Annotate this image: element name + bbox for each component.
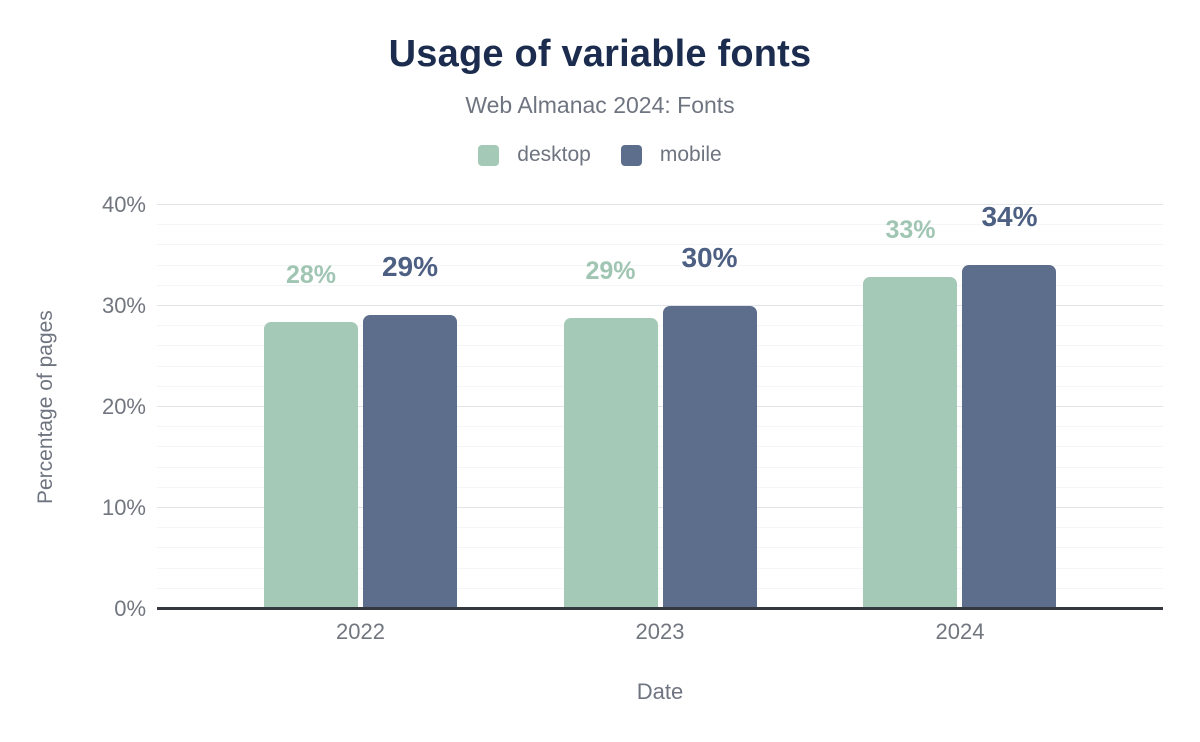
gridline-minor-8 [157, 527, 1163, 529]
y-tick-0%: 0% [114, 596, 146, 621]
y-tick-10%: 10% [101, 495, 146, 520]
legend-item-desktop: desktop [478, 143, 591, 167]
legend-label-mobile: mobile [659, 143, 722, 166]
bar-desktop-2024[interactable] [863, 276, 958, 609]
gridline-minor-32 [157, 284, 1163, 286]
legend-swatch-mobile-icon [620, 144, 642, 166]
gridline-minor-22 [157, 385, 1163, 387]
bar-mobile-2024[interactable] [962, 264, 1057, 609]
bar-mobile-2022[interactable] [363, 315, 457, 609]
bar-label-desktop-2022: 28% [285, 261, 337, 290]
legend-swatch-desktop-icon [478, 144, 500, 166]
gridline-major-40 [157, 204, 1163, 205]
x-tick-2024: 2024 [935, 619, 985, 644]
gridline-minor-36 [157, 244, 1163, 246]
gridline-minor-34 [157, 264, 1163, 266]
x-tick-2023: 2023 [635, 619, 685, 644]
gridline-minor-4 [157, 567, 1163, 569]
bar-mobile-2023[interactable] [662, 306, 757, 609]
gridline-minor-26 [157, 345, 1163, 347]
gridline-minor-6 [157, 547, 1163, 549]
bar-label-mobile-2023: 30% [681, 242, 738, 273]
y-tick-30%: 30% [101, 293, 146, 318]
gridline-minor-16 [157, 446, 1163, 448]
bar-desktop-2023[interactable] [563, 318, 658, 609]
bar-label-desktop-2024: 33% [885, 215, 936, 244]
x-tick-2022: 2022 [336, 619, 385, 644]
gridline-minor-2 [157, 587, 1163, 589]
gridline-minor-24 [157, 365, 1163, 367]
chart-title: Usage of variable fonts [388, 33, 812, 75]
bar-desktop-2022[interactable] [264, 322, 358, 609]
bar-label-desktop-2023: 29% [585, 257, 636, 286]
legend-item-mobile: mobile [620, 143, 722, 167]
legend: desktop mobile [0, 143, 1200, 167]
gridline-minor-14 [157, 466, 1163, 468]
bar-label-mobile-2022: 29% [381, 251, 439, 283]
gridline-minor-28 [157, 325, 1163, 327]
gridline-minor-12 [157, 486, 1163, 488]
y-tick-40%: 40% [101, 192, 146, 217]
chart-subtitle: Web Almanac 2024: Fonts [465, 92, 735, 118]
y-tick-20%: 20% [101, 394, 146, 419]
x-axis-line [157, 607, 1163, 610]
x-axis-title: Date [636, 679, 684, 704]
gridline-major-20 [157, 406, 1163, 407]
plot-area: 28% 29% 29% 30% 33% 34% [157, 200, 1163, 610]
bar-label-mobile-2024: 34% [981, 200, 1038, 232]
gridline-major-10 [157, 507, 1163, 508]
gridline-minor-38 [157, 224, 1163, 226]
gridline-minor-18 [157, 426, 1163, 428]
legend-label-desktop: desktop [517, 143, 591, 166]
gridline-major-30 [157, 305, 1163, 306]
